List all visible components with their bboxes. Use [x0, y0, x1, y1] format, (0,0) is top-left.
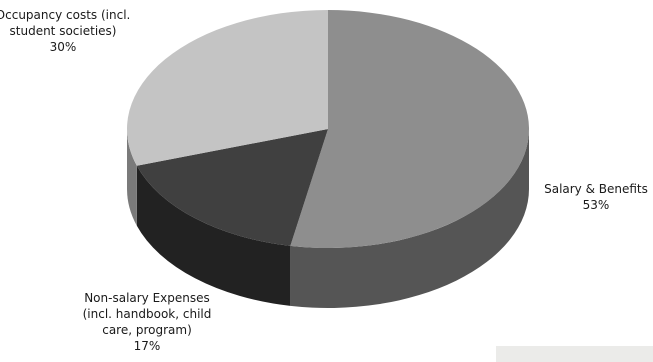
- slice-label-line: 17%: [134, 339, 161, 353]
- slice-label-0: Salary & Benefits 53%: [544, 182, 648, 212]
- pie-sides: [127, 129, 529, 308]
- slice-label-2: Occupancy costs (incl. student societies)…: [0, 8, 130, 54]
- pie-slice-1: [136, 129, 328, 246]
- pie-slice-2: [127, 10, 328, 166]
- slice-label-line: 53%: [583, 198, 610, 212]
- slice-label-line: (incl. handbook, child: [83, 307, 212, 321]
- slice-label-line: student societies): [10, 24, 117, 38]
- slice-label-line: 30%: [50, 40, 77, 54]
- corner-panel: [496, 346, 653, 362]
- slice-label-line: care, program): [102, 323, 192, 337]
- pie-tops: [127, 9, 530, 248]
- slice-label-1: Non-salary Expenses (incl. handbook, chil…: [83, 291, 212, 353]
- pie-side-2: [127, 129, 137, 226]
- pie-side-0: [290, 129, 529, 308]
- slice-label-line: Salary & Benefits: [544, 182, 648, 196]
- pie-labels: Salary & Benefits 53% Non-salary Expenses (…: [0, 8, 648, 353]
- slice-label-line: Occupancy costs (incl.: [0, 8, 130, 22]
- pie-side-1: [136, 165, 291, 306]
- pie-slice-0: [290, 9, 530, 248]
- slice-label-line: Non-salary Expenses: [84, 291, 210, 305]
